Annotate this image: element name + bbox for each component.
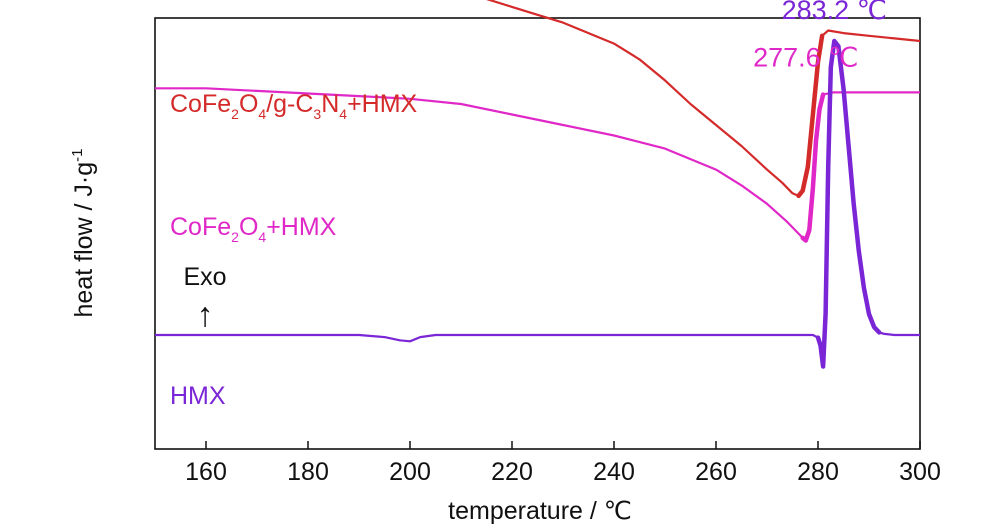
series-layer bbox=[155, 0, 921, 369]
x-tick-label-280: 280 bbox=[797, 458, 839, 486]
x-tick-label-300: 300 bbox=[899, 458, 941, 486]
series-peak-segment-2 bbox=[815, 38, 882, 369]
series-label-part: O bbox=[239, 90, 258, 118]
x-tick-label-160: 160 bbox=[185, 458, 227, 486]
series-label-part: N bbox=[321, 90, 339, 118]
series-label-part: +HMX bbox=[266, 213, 336, 241]
x-tick-label-180: 180 bbox=[287, 458, 329, 486]
x-tick-label-240: 240 bbox=[593, 458, 635, 486]
y-axis-label-main: heat flow / J·g bbox=[70, 162, 98, 318]
series-label-part: 3 bbox=[313, 106, 321, 122]
peak-label-2: 283.2 ℃ bbox=[782, 0, 887, 25]
series-label-part: 4 bbox=[258, 106, 266, 122]
series-peak-segment-0 bbox=[796, 33, 825, 199]
series-label-part: CoFe bbox=[170, 213, 231, 241]
series-label-part: CoFe bbox=[170, 90, 231, 118]
series-peak-segment-1 bbox=[800, 92, 826, 243]
series-label-0: CoFe2O4/g-C3N4+HMX bbox=[170, 90, 418, 122]
series-label-part: O bbox=[239, 213, 258, 241]
plot-frame bbox=[154, 17, 921, 450]
series-label-2: HMX bbox=[170, 382, 226, 410]
exo-arrow-icon: ↑ bbox=[197, 296, 214, 334]
y-axis-label: heat flow / J·g-1 bbox=[69, 149, 98, 318]
peak-label-1: 277.6 ℃ bbox=[753, 42, 858, 72]
x-tick-label-200: 200 bbox=[389, 458, 431, 486]
series-label-part: 4 bbox=[258, 229, 266, 245]
x-tick-label-220: 220 bbox=[491, 458, 533, 486]
series-label-part: /g-C bbox=[266, 90, 313, 118]
series-label-part: 4 bbox=[339, 106, 347, 122]
x-tick-label-260: 260 bbox=[695, 458, 737, 486]
exo-label: Exo bbox=[183, 263, 226, 291]
y-axis-label-superscript: -1 bbox=[69, 149, 86, 162]
series-label-part: 2 bbox=[231, 106, 239, 122]
x-axis-label: temperature / ℃ bbox=[448, 497, 632, 525]
series-label-part: +HMX bbox=[347, 90, 417, 118]
series-label-part: HMX bbox=[170, 382, 226, 410]
label-layer: CoFe2O4/g-C3N4+HMX276.2 ℃CoFe2O4+HMX277.… bbox=[170, 0, 887, 410]
series-label-part: 2 bbox=[231, 229, 239, 245]
x-axis-ticks: 160 180 200 220 240 260 280 300 bbox=[185, 441, 941, 486]
series-label-1: CoFe2O4+HMX bbox=[170, 213, 337, 245]
